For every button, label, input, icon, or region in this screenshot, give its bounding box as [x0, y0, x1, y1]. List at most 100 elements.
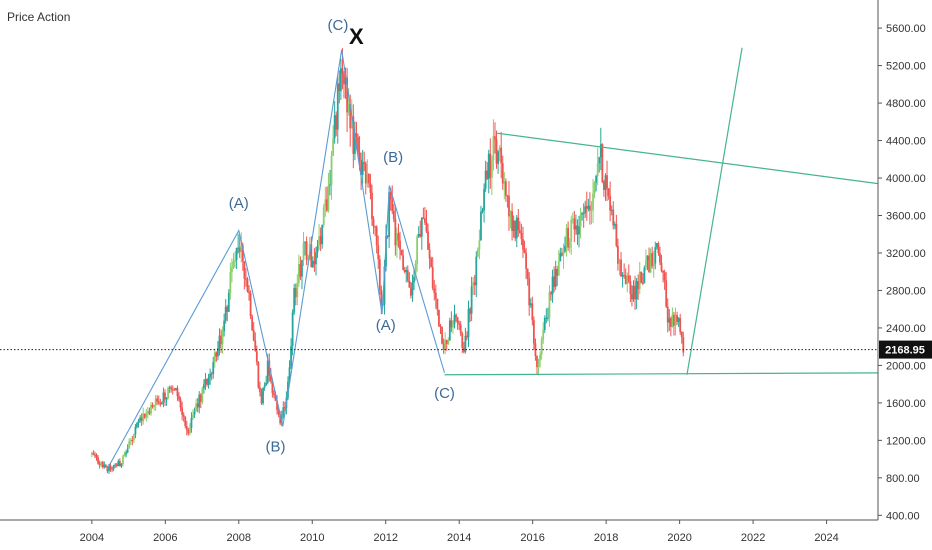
candle-body: [500, 147, 503, 164]
candle-body: [489, 153, 492, 178]
candle-body: [604, 175, 607, 190]
candle-body: [324, 199, 327, 208]
candle-body: [120, 464, 123, 467]
candle-body: [240, 245, 243, 252]
candle-body: [486, 170, 489, 179]
candle-body: [246, 278, 249, 292]
candle-body: [402, 255, 405, 270]
candle-body: [338, 83, 341, 92]
candle-body: [522, 239, 524, 250]
candle-body: [419, 233, 422, 237]
candle-body: [199, 394, 202, 402]
candle-body: [444, 340, 447, 350]
candle-body: [187, 430, 190, 434]
candle-body: [495, 139, 498, 164]
candle-body: [472, 282, 475, 287]
candle-body: [109, 465, 112, 469]
wave-line: [106, 49, 446, 471]
candle-body: [297, 264, 300, 284]
candle-body: [589, 205, 591, 211]
candle-body: [182, 414, 185, 417]
candle-body: [252, 330, 255, 341]
candle-body: [559, 252, 562, 262]
candle-body: [332, 138, 334, 156]
candle-body: [137, 420, 140, 423]
y-tick-label: 4800.00: [886, 98, 926, 110]
candle-body: [543, 317, 546, 330]
candle-body: [674, 315, 677, 326]
candle-body: [665, 280, 668, 307]
candle-body: [190, 418, 193, 429]
candle-body: [481, 210, 484, 212]
candle-body: [254, 340, 257, 352]
candle-body: [174, 387, 177, 390]
candle-body: [413, 276, 415, 283]
candle-body: [311, 260, 314, 268]
wave-label: (B): [383, 149, 403, 166]
candle-body: [378, 259, 381, 291]
candle-body: [442, 343, 445, 350]
candle-body: [94, 454, 96, 456]
candle-body: [221, 331, 224, 345]
candle-body: [565, 228, 568, 246]
candle-body: [400, 249, 403, 256]
candle-body: [164, 392, 166, 400]
candle-body: [453, 314, 456, 325]
candle-body: [319, 236, 322, 245]
candle-body: [257, 362, 260, 388]
candle-body: [579, 214, 582, 227]
candle-body: [462, 347, 465, 352]
candle-body: [139, 417, 141, 421]
candle-body: [458, 323, 461, 325]
candle-body: [483, 188, 485, 211]
candle-body: [425, 222, 428, 232]
candle-body: [560, 252, 563, 256]
candle-body: [573, 218, 576, 230]
candle-body: [307, 259, 310, 261]
candle-body: [464, 335, 467, 352]
candle-body: [98, 463, 101, 466]
candle-body: [503, 181, 506, 184]
candle-body: [399, 240, 401, 250]
x-tick-label: 2014: [447, 532, 471, 544]
y-tick-label: 400.00: [886, 510, 920, 522]
y-tick-label: 3600.00: [886, 210, 926, 222]
candle-body: [585, 206, 588, 209]
candle-body: [637, 281, 640, 290]
candle-body: [170, 387, 173, 389]
candle-body: [299, 264, 302, 277]
candle-body: [542, 329, 545, 340]
candle-body: [441, 326, 443, 344]
candle-body: [638, 271, 641, 290]
candle-body: [439, 326, 442, 328]
candle-body: [592, 193, 594, 210]
candle-body: [353, 133, 356, 154]
candle-body: [397, 233, 400, 241]
candle-body: [470, 286, 473, 314]
candle-body: [484, 170, 487, 189]
candle-body: [662, 270, 664, 273]
candle-body: [212, 362, 215, 374]
candle-body: [673, 314, 675, 326]
candle-body: [291, 312, 294, 347]
candle-body: [372, 219, 375, 227]
candle-body: [490, 160, 493, 178]
candle-body: [668, 318, 671, 323]
candle-body: [142, 413, 145, 422]
candle-body: [329, 184, 331, 186]
candle-body: [224, 306, 227, 321]
candle-body: [322, 207, 325, 225]
candle-body: [115, 464, 118, 467]
candle-body: [352, 116, 355, 154]
candle-body: [249, 293, 252, 317]
candle-body: [581, 213, 584, 215]
candle-body: [263, 385, 266, 388]
candle-body: [369, 183, 372, 193]
candle-body: [178, 396, 180, 400]
candle-body: [568, 241, 571, 248]
candle-body: [355, 133, 358, 138]
candle-body: [148, 411, 151, 414]
candle-body: [634, 285, 636, 300]
candle-body: [330, 155, 333, 185]
